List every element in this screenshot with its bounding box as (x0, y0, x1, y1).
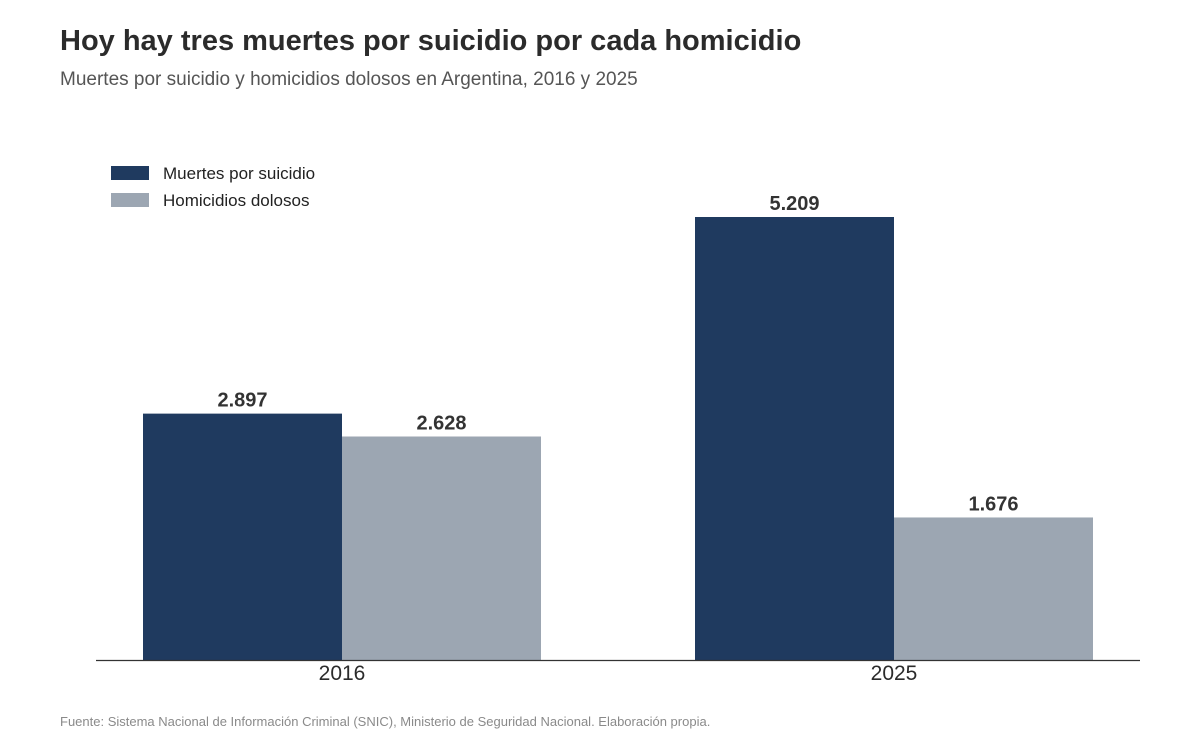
bar-2016-homicidios (342, 436, 541, 660)
legend-swatch (111, 193, 149, 207)
x-tick-label-2025: 2025 (871, 662, 918, 685)
x-tick-label-2016: 2016 (319, 662, 366, 685)
data-label-2016-suicidio: 2.897 (217, 390, 267, 412)
data-label-2025-suicidio: 5.209 (769, 193, 819, 215)
legend-swatch (111, 166, 149, 180)
legend-item-homicidios: Homicidios dolosos (111, 191, 309, 210)
legend-label: Muertes por suicidio (163, 164, 315, 183)
bar-2016-suicidio (143, 413, 342, 660)
chart-subtitle: Muertes por suicidio y homicidios doloso… (60, 69, 638, 90)
bar-2025-suicidio (695, 217, 894, 660)
legend-item-suicidio: Muertes por suicidio (111, 164, 315, 183)
data-label-2025-homicidios: 1.676 (968, 493, 1018, 515)
bar-2025-homicidios (894, 517, 1093, 660)
data-label-2016-homicidios: 2.628 (416, 413, 466, 435)
chart-title: Hoy hay tres muertes por suicidio por ca… (60, 25, 802, 57)
legend-label: Homicidios dolosos (163, 191, 309, 210)
source-note: Fuente: Sistema Nacional de Información … (60, 714, 711, 729)
